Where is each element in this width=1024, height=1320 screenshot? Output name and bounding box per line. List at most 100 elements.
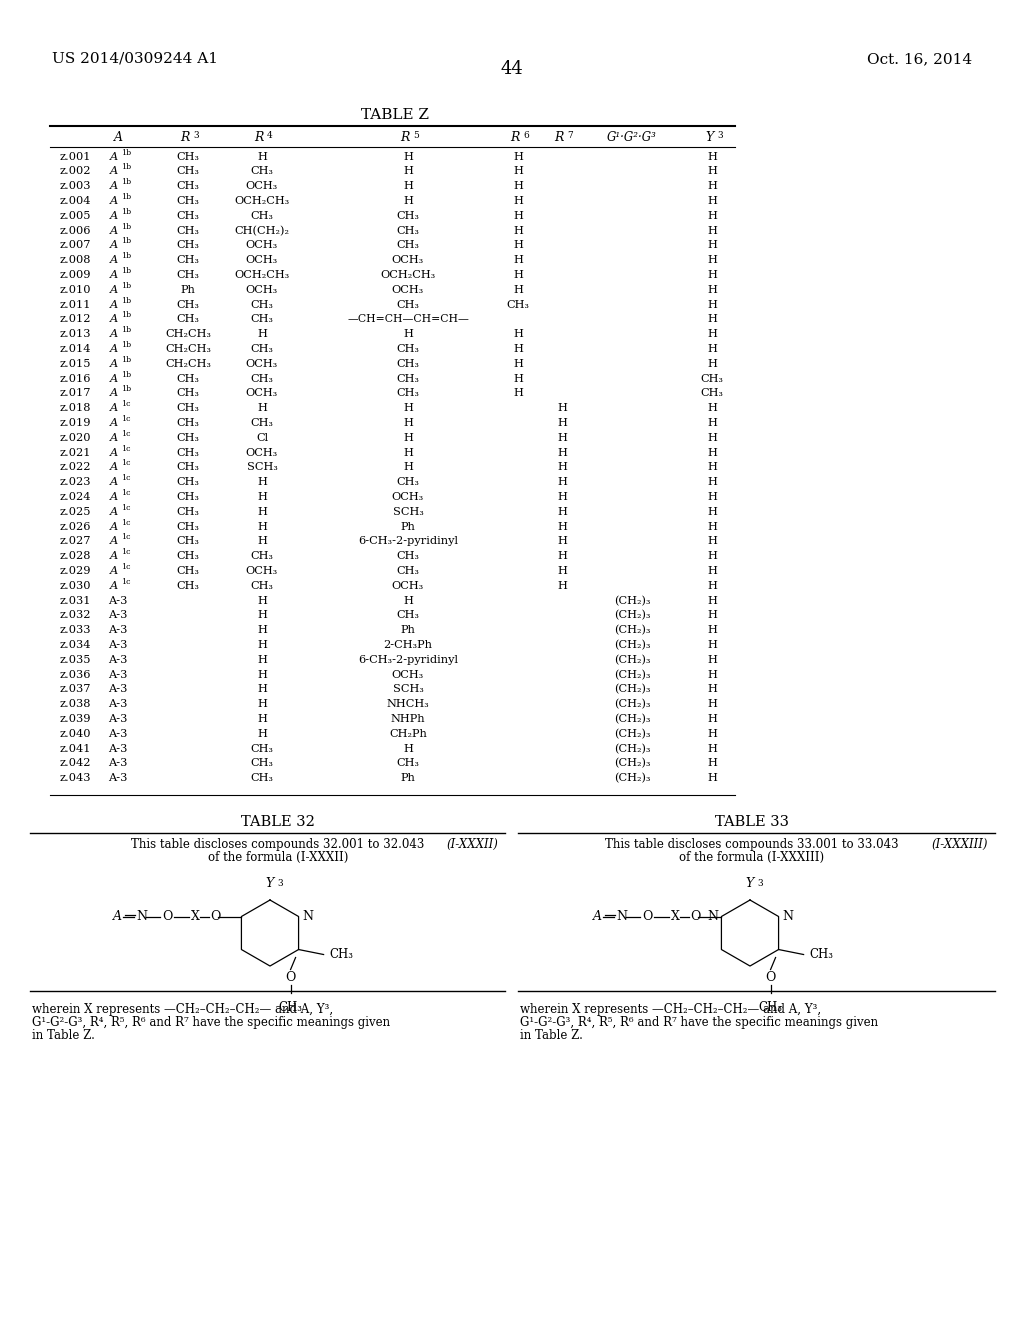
Text: CH₃: CH₃ [330, 948, 353, 961]
Text: A: A [110, 181, 118, 191]
Text: in Table Z.: in Table Z. [520, 1030, 583, 1041]
Text: H: H [557, 521, 567, 532]
Text: H: H [707, 314, 717, 325]
Text: A: A [110, 255, 118, 265]
Text: 3: 3 [717, 131, 723, 140]
Text: z.030: z.030 [59, 581, 91, 591]
Text: z.037: z.037 [59, 685, 91, 694]
Text: z.041: z.041 [59, 743, 91, 754]
Text: CH₃: CH₃ [251, 759, 273, 768]
Text: (CH₂)₃: (CH₂)₃ [613, 774, 650, 783]
Text: CH₃: CH₃ [176, 418, 200, 428]
Text: H: H [403, 743, 413, 754]
Text: A: A [110, 507, 118, 517]
Text: z.025: z.025 [59, 507, 91, 517]
Text: CH(CH₂)₂: CH(CH₂)₂ [234, 226, 290, 236]
Text: z.020: z.020 [59, 433, 91, 442]
Text: A: A [110, 152, 118, 161]
Text: CH₃: CH₃ [176, 492, 200, 502]
Text: H: H [707, 345, 717, 354]
Text: 1b: 1b [121, 371, 131, 379]
Text: 1c: 1c [121, 400, 130, 408]
Text: H: H [513, 152, 523, 161]
Text: z.019: z.019 [59, 418, 91, 428]
Text: z.029: z.029 [59, 566, 91, 576]
Text: H: H [707, 626, 717, 635]
Text: CH₃: CH₃ [700, 388, 724, 399]
Text: CH₃: CH₃ [396, 240, 420, 251]
Text: H: H [257, 521, 267, 532]
Text: TABLE Z: TABLE Z [361, 108, 429, 121]
Text: H: H [707, 685, 717, 694]
Text: H: H [707, 507, 717, 517]
Text: z.007: z.007 [59, 240, 91, 251]
Text: A-3: A-3 [109, 610, 128, 620]
Text: A: A [110, 418, 118, 428]
Text: A-3: A-3 [109, 714, 128, 723]
Text: z.024: z.024 [59, 492, 91, 502]
Text: A: A [114, 131, 123, 144]
Text: 6: 6 [523, 131, 528, 140]
Text: H: H [403, 181, 413, 191]
Text: H: H [557, 492, 567, 502]
Text: OCH₃: OCH₃ [246, 255, 279, 265]
Text: H: H [557, 552, 567, 561]
Text: z.005: z.005 [59, 211, 91, 220]
Text: z.021: z.021 [59, 447, 91, 458]
Text: z.006: z.006 [59, 226, 91, 235]
Text: CH₃: CH₃ [396, 759, 420, 768]
Text: z.003: z.003 [59, 181, 91, 191]
Text: A: A [110, 300, 118, 310]
Text: 44: 44 [501, 59, 523, 78]
Text: CH₃: CH₃ [176, 181, 200, 191]
Text: A-3: A-3 [109, 655, 128, 665]
Text: OCH₃: OCH₃ [392, 669, 424, 680]
Text: H: H [513, 211, 523, 220]
Text: A: A [110, 329, 118, 339]
Text: CH₃: CH₃ [700, 374, 724, 384]
Text: 1b: 1b [121, 356, 131, 364]
Text: H: H [707, 447, 717, 458]
Text: z.012: z.012 [59, 314, 91, 325]
Text: 1c: 1c [121, 488, 130, 498]
Text: H: H [707, 211, 717, 220]
Text: A-3: A-3 [109, 774, 128, 783]
Text: CH₃: CH₃ [176, 581, 200, 591]
Text: CH₃: CH₃ [251, 314, 273, 325]
Text: A: A [110, 462, 118, 473]
Text: (CH₂)₃: (CH₂)₃ [613, 655, 650, 665]
Text: H: H [513, 345, 523, 354]
Text: H: H [403, 462, 413, 473]
Text: N: N [707, 909, 718, 923]
Text: z.042: z.042 [59, 759, 91, 768]
Text: OCH₃: OCH₃ [392, 285, 424, 294]
Text: H: H [257, 536, 267, 546]
Text: H: H [707, 552, 717, 561]
Text: H: H [707, 240, 717, 251]
Text: H: H [707, 271, 717, 280]
Text: z.034: z.034 [59, 640, 91, 649]
Text: CH₃: CH₃ [396, 388, 420, 399]
Text: CH₃: CH₃ [279, 1001, 302, 1014]
Text: N: N [136, 909, 146, 923]
Text: H: H [257, 152, 267, 161]
Text: A: A [110, 478, 118, 487]
Text: (CH₂)₃: (CH₂)₃ [613, 610, 650, 620]
Text: H: H [257, 700, 267, 709]
Text: A: A [110, 447, 118, 458]
Text: SCH₃: SCH₃ [247, 462, 278, 473]
Text: OCH₂CH₃: OCH₂CH₃ [234, 271, 290, 280]
Text: H: H [557, 462, 567, 473]
Text: A-3: A-3 [109, 700, 128, 709]
Text: H: H [707, 226, 717, 235]
Text: z.002: z.002 [59, 166, 91, 177]
Text: US 2014/0309244 A1: US 2014/0309244 A1 [52, 51, 218, 66]
Text: A-3: A-3 [109, 669, 128, 680]
Text: H: H [403, 195, 413, 206]
Text: 1c: 1c [121, 474, 130, 482]
Text: OCH₃: OCH₃ [246, 285, 279, 294]
Text: H: H [257, 595, 267, 606]
Text: z.008: z.008 [59, 255, 91, 265]
Text: H: H [707, 655, 717, 665]
Text: N: N [782, 909, 793, 923]
